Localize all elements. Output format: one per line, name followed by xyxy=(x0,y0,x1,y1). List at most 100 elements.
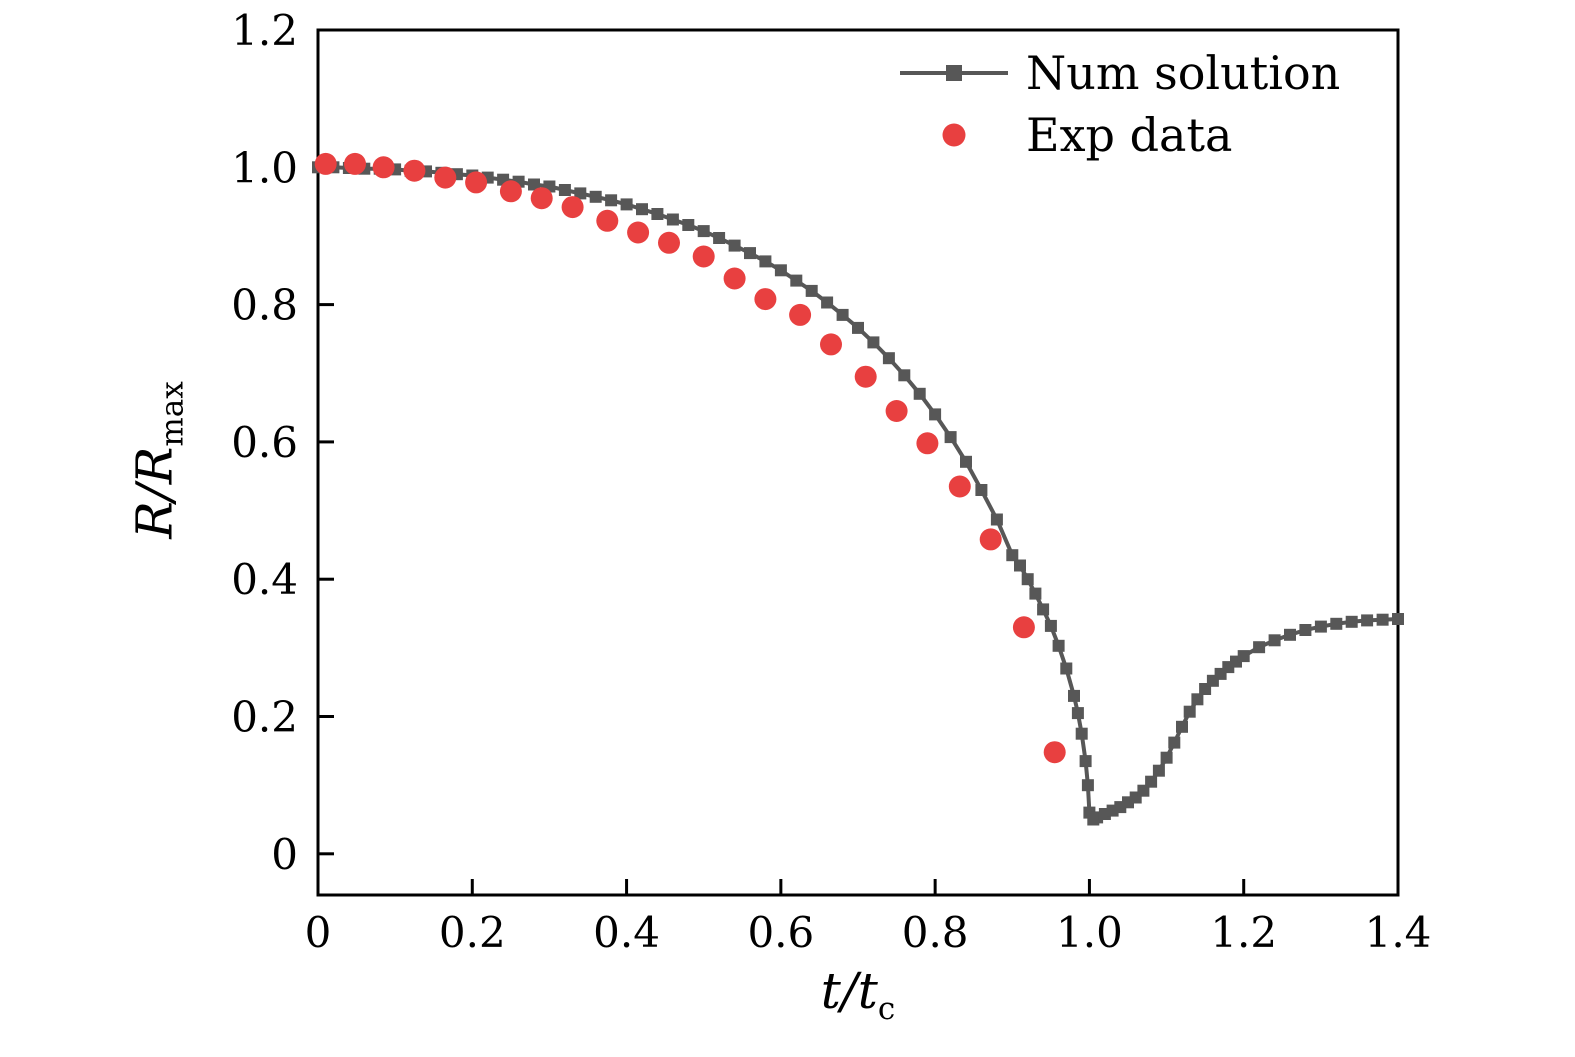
x-axis-title: t/tc xyxy=(318,962,1398,1027)
exp-data-marker xyxy=(754,288,777,311)
x-tick-label: 0.8 xyxy=(902,908,969,957)
y-axis-title-subscript: max xyxy=(154,381,191,447)
x-tick-label: 1.2 xyxy=(1210,908,1277,957)
num-solution-marker xyxy=(1392,613,1404,625)
exp-data-series xyxy=(314,152,1066,764)
num-solution-marker xyxy=(1060,662,1073,675)
y-axis-title: R/Rmax xyxy=(126,381,191,539)
num-solution-marker xyxy=(1071,707,1084,720)
num-solution-marker xyxy=(1068,689,1080,702)
num-solution-marker xyxy=(1037,603,1050,616)
num-solution-marker xyxy=(759,255,772,268)
y-axis-ticks: 0 0.2 0.4 0.6 0.8 1.0 1.2 xyxy=(231,6,334,879)
num-solution-marker xyxy=(574,187,587,200)
exp-data-marker xyxy=(627,221,650,244)
num-solution-marker xyxy=(1253,641,1266,654)
exp-data-marker xyxy=(499,180,522,203)
num-solution-marker xyxy=(1014,559,1026,572)
num-solution-marker xyxy=(913,387,926,400)
x-tick-label: 1.4 xyxy=(1365,908,1432,957)
num-solution-marker xyxy=(1183,705,1196,718)
exp-data-marker xyxy=(916,432,939,455)
num-solution-marker xyxy=(929,408,942,421)
num-solution-marker xyxy=(852,321,864,334)
num-solution-marker xyxy=(975,484,988,496)
exp-data-marker xyxy=(789,303,812,326)
num-solution-marker xyxy=(1268,634,1281,647)
num-solution-line xyxy=(318,165,1399,823)
exp-data-marker xyxy=(314,152,337,175)
num-solution-marker xyxy=(1052,639,1065,652)
exp-data-marker xyxy=(1012,616,1035,639)
num-solution-marker xyxy=(836,308,849,321)
num-solution-marker xyxy=(1284,628,1296,641)
legend-label-num-solution: Num solution xyxy=(1026,46,1341,100)
exp-data-marker xyxy=(658,231,680,254)
exp-data-marker xyxy=(596,209,619,232)
num-solution-marker xyxy=(682,219,695,231)
plot-frame xyxy=(316,28,1400,897)
num-solution-marker xyxy=(1345,615,1358,628)
num-solution-marker xyxy=(1191,693,1204,706)
exp-data-marker xyxy=(692,245,715,268)
num-solution-marker xyxy=(805,284,818,297)
num-solution-marker xyxy=(1029,587,1042,600)
x-tick-label: 0.2 xyxy=(439,908,506,957)
num-solution-marker xyxy=(1006,549,1019,562)
num-solution-marker xyxy=(744,247,756,260)
num-solution-marker xyxy=(1160,751,1173,764)
num-solution-series xyxy=(312,161,1404,826)
exp-data-marker xyxy=(820,333,842,356)
exp-data-marker xyxy=(1043,741,1066,764)
num-solution-marker xyxy=(1075,727,1088,740)
legend-square-icon xyxy=(946,65,962,81)
num-solution-marker xyxy=(1044,619,1057,632)
num-solution-marker xyxy=(666,213,679,226)
exp-data-marker xyxy=(948,475,971,498)
num-solution-marker xyxy=(821,296,834,309)
legend-item-exp-data: Exp data xyxy=(898,104,1340,166)
num-solution-marker xyxy=(944,431,957,444)
y-tick-label: 0 xyxy=(271,830,298,879)
y-axis-title-base: R/R xyxy=(125,446,184,539)
num-solution-legend-marker xyxy=(898,60,1010,86)
exp-data-marker xyxy=(344,152,366,175)
num-solution-marker xyxy=(1314,620,1327,633)
exp-data-marker xyxy=(885,400,908,422)
x-tick-label: 0.6 xyxy=(747,908,814,957)
num-solution-marker xyxy=(882,352,895,365)
num-solution-marker xyxy=(651,208,664,220)
legend-item-num-solution: Num solution xyxy=(898,42,1340,104)
y-tick-label: 0.6 xyxy=(231,418,298,467)
num-solution-marker xyxy=(1145,775,1158,788)
y-tick-label: 0.8 xyxy=(231,281,298,330)
exp-data-marker xyxy=(561,196,584,219)
exp-data-marker xyxy=(372,156,395,179)
num-solution-marker xyxy=(528,178,540,191)
num-solution-marker xyxy=(636,203,648,216)
x-tick-label: 1.0 xyxy=(1056,908,1123,957)
num-solution-marker xyxy=(605,194,618,207)
exp-data-marker xyxy=(723,267,746,290)
num-solution-marker xyxy=(1152,764,1165,777)
num-solution-marker xyxy=(960,455,972,468)
num-solution-marker xyxy=(558,184,571,196)
x-tick-label: 0.4 xyxy=(593,908,660,957)
legend: Num solution Exp data xyxy=(898,42,1340,166)
y-tick-label: 0.4 xyxy=(231,555,298,604)
num-solution-marker xyxy=(697,225,710,238)
num-solution-marker xyxy=(1079,755,1092,768)
num-solution-marker xyxy=(620,198,633,211)
num-solution-marker xyxy=(1237,650,1250,663)
x-axis-title-subscript: c xyxy=(877,991,896,1027)
num-solution-marker xyxy=(1081,779,1094,792)
num-solution-marker xyxy=(1376,613,1389,626)
num-solution-marker xyxy=(1330,617,1343,630)
exp-data-marker xyxy=(530,187,553,210)
num-solution-marker xyxy=(589,190,602,203)
num-solution-marker xyxy=(790,274,803,287)
legend-label-exp-data: Exp data xyxy=(1026,108,1233,162)
num-solution-marker xyxy=(1176,720,1188,733)
y-tick-label: 1.2 xyxy=(231,6,298,55)
exp-data-legend-marker xyxy=(898,122,1010,148)
